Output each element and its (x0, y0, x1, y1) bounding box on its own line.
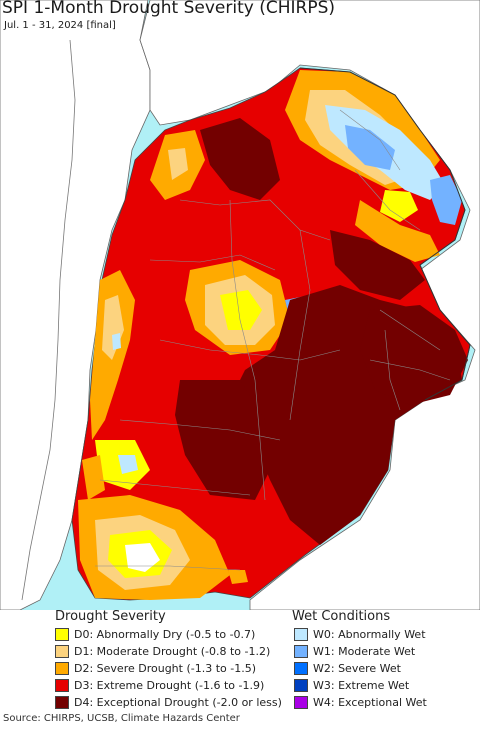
country-border (299, 67, 471, 401)
swatch-d4 (55, 695, 69, 709)
source-credit: Source: CHIRPS, UCSB, Climate Hazards Ce… (3, 713, 240, 724)
legend-label: W0: Abnormally Wet (313, 627, 426, 641)
wet-heading: Wet Conditions (292, 609, 391, 624)
south-white (125, 543, 160, 572)
swatch-w4 (294, 695, 308, 709)
legend-item-w4: W4: Exceptional Wet (294, 694, 427, 710)
paraguay-d2-south (355, 200, 440, 262)
drought-heading: Drought Severity (55, 609, 166, 624)
drought-map (0, 0, 480, 610)
swatch-d1 (55, 644, 69, 658)
west-w0 (112, 333, 121, 350)
swatch-d0 (55, 627, 69, 641)
legend-label: D4: Exceptional Drought (-2.0 or less) (74, 695, 282, 709)
title-block: SPI 1-Month Drought Severity (CHIRPS) Ju… (0, 0, 480, 40)
legend-item-w1: W1: Moderate Wet (294, 643, 415, 659)
southwest-d2 (82, 455, 105, 500)
page-title: SPI 1-Month Drought Severity (CHIRPS) (2, 0, 336, 18)
date-range: Jul. 1 - 31, 2024 [final] (4, 20, 116, 31)
nw-d4 (200, 118, 280, 200)
central-d0 (220, 290, 262, 330)
outside-land-east (139, 0, 480, 610)
legend-item-w2: W2: Severe Wet (294, 660, 401, 676)
legend-label: D2: Severe Drought (-1.3 to -1.5) (74, 661, 257, 675)
central-d4 (175, 380, 270, 500)
legend-label: D1: Moderate Drought (-0.8 to -1.2) (74, 644, 271, 658)
legend-label: W3: Extreme Wet (313, 678, 410, 692)
swatch-w3 (294, 678, 308, 692)
paraguay-w1 (345, 125, 395, 170)
legend-label: D0: Abnormally Dry (-0.5 to -0.7) (74, 627, 256, 641)
swatch-w2 (294, 661, 308, 675)
paraguay-w1-east (430, 175, 462, 225)
paraguay-d0 (380, 190, 418, 222)
southwest-w0 (118, 455, 138, 474)
swatch-d2 (55, 661, 69, 675)
legend: Drought Severity Wet Conditions D0: Abno… (0, 609, 480, 710)
legend-label: D3: Extreme Drought (-1.6 to -1.9) (74, 678, 265, 692)
legend-item-w0: W0: Abnormally Wet (294, 626, 426, 642)
legend-item-d4: D4: Exceptional Drought (-2.0 or less) (55, 694, 282, 710)
legend-label: W2: Severe Wet (313, 661, 401, 675)
swatch-w1 (294, 644, 308, 658)
swatch-w0 (294, 627, 308, 641)
chile-coast (21, 39, 76, 601)
legend-label: W4: Exceptional Wet (313, 695, 427, 709)
uruguay-d4 (360, 305, 468, 405)
nw-d1 (168, 148, 188, 180)
swatch-d3 (55, 678, 69, 692)
legend-item-w3: W3: Extreme Wet (294, 677, 409, 693)
legend-item-d0: D0: Abnormally Dry (-0.5 to -0.7) (55, 626, 255, 642)
legend-item-d2: D2: Severe Drought (-1.3 to -1.5) (55, 660, 256, 676)
province-boundaries (95, 109, 451, 571)
legend-item-d3: D3: Extreme Drought (-1.6 to -1.9) (55, 677, 264, 693)
map-canvas (0, 0, 480, 610)
paraguay-d4-east (330, 230, 425, 300)
legend-item-d1: D1: Moderate Drought (-0.8 to -1.2) (55, 643, 270, 659)
legend-label: W1: Moderate Wet (313, 644, 416, 658)
valdes-d2 (228, 570, 248, 584)
